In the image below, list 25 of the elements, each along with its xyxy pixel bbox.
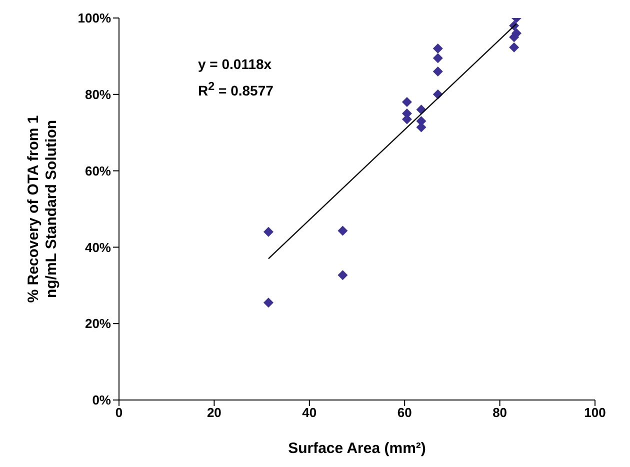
x-tick-label: 80 (492, 405, 508, 420)
point (402, 97, 412, 108)
y-tick-label: 40% (84, 240, 112, 255)
y-tick-label: 0% (92, 392, 112, 408)
x-tick-label: 60 (397, 405, 412, 420)
y-axis-title: % Recovery of OTA from 1 ng/mL Standard Solution (25, 115, 60, 303)
point (432, 53, 443, 64)
y-tick-label: 80% (84, 87, 112, 102)
x-axis-title: Surface Area (mm²) (288, 440, 426, 457)
point (263, 226, 274, 237)
point (338, 226, 348, 236)
y-tick-label: 100% (78, 10, 112, 26)
annotation: R$^{2}$ = 0.8577 (198, 80, 274, 99)
point (432, 44, 443, 54)
point (509, 42, 520, 52)
y-tick-label: 20% (84, 316, 112, 332)
point (432, 66, 443, 76)
x-tick-label: 40 (302, 405, 317, 420)
annotation: y = 0.0118x (198, 56, 272, 72)
x-tick-label: 0 (115, 405, 123, 420)
x-tick-label: 20 (206, 405, 222, 420)
x-tick-label: 100 (584, 405, 606, 420)
point (263, 298, 274, 308)
point (338, 270, 348, 280)
y-tick-label: 60% (84, 163, 112, 178)
